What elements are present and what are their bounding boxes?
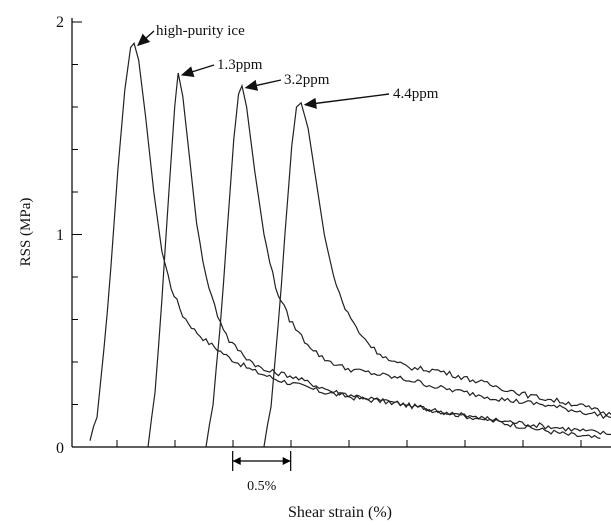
series-line-3-2ppm (205, 83, 611, 448)
y-tick-label-1: 1 (56, 227, 64, 244)
y-tick-label-2: 2 (56, 14, 64, 31)
series-label-1-3ppm: 1.3ppm (217, 57, 263, 73)
scale-bar-arrow-right (282, 457, 291, 465)
series-group (89, 42, 611, 448)
y-axis-label: RSS (MPa) (18, 198, 34, 267)
series-arrow-0 (137, 30, 155, 47)
y-tick-label-0: 0 (56, 440, 64, 457)
scale-bar-label: 0.5% (247, 479, 277, 494)
axes (71, 18, 611, 448)
series-line-1-3ppm (147, 72, 611, 448)
series-line-4-4ppm (263, 101, 611, 447)
scale-bar-arrow-left (232, 457, 241, 465)
series-label-4-4ppm: 4.4ppm (393, 86, 439, 102)
series-arrow-1 (180, 64, 215, 77)
y-tick-labels: 0 1 2 (56, 14, 64, 457)
series-label-high-purity-ice: high-purity ice (156, 23, 245, 39)
series-label-3-2ppm: 3.2ppm (284, 72, 330, 88)
ticks (72, 21, 582, 448)
annotations: high-purity ice 1.3ppm 3.2ppm 4.4ppm (137, 23, 439, 109)
scale-bar (232, 451, 292, 471)
x-axis-label: Shear strain (%) (288, 504, 392, 521)
series-arrow-3 (303, 93, 390, 109)
series-line-high-purity-ice (89, 42, 601, 441)
series-arrow-2 (244, 79, 282, 91)
